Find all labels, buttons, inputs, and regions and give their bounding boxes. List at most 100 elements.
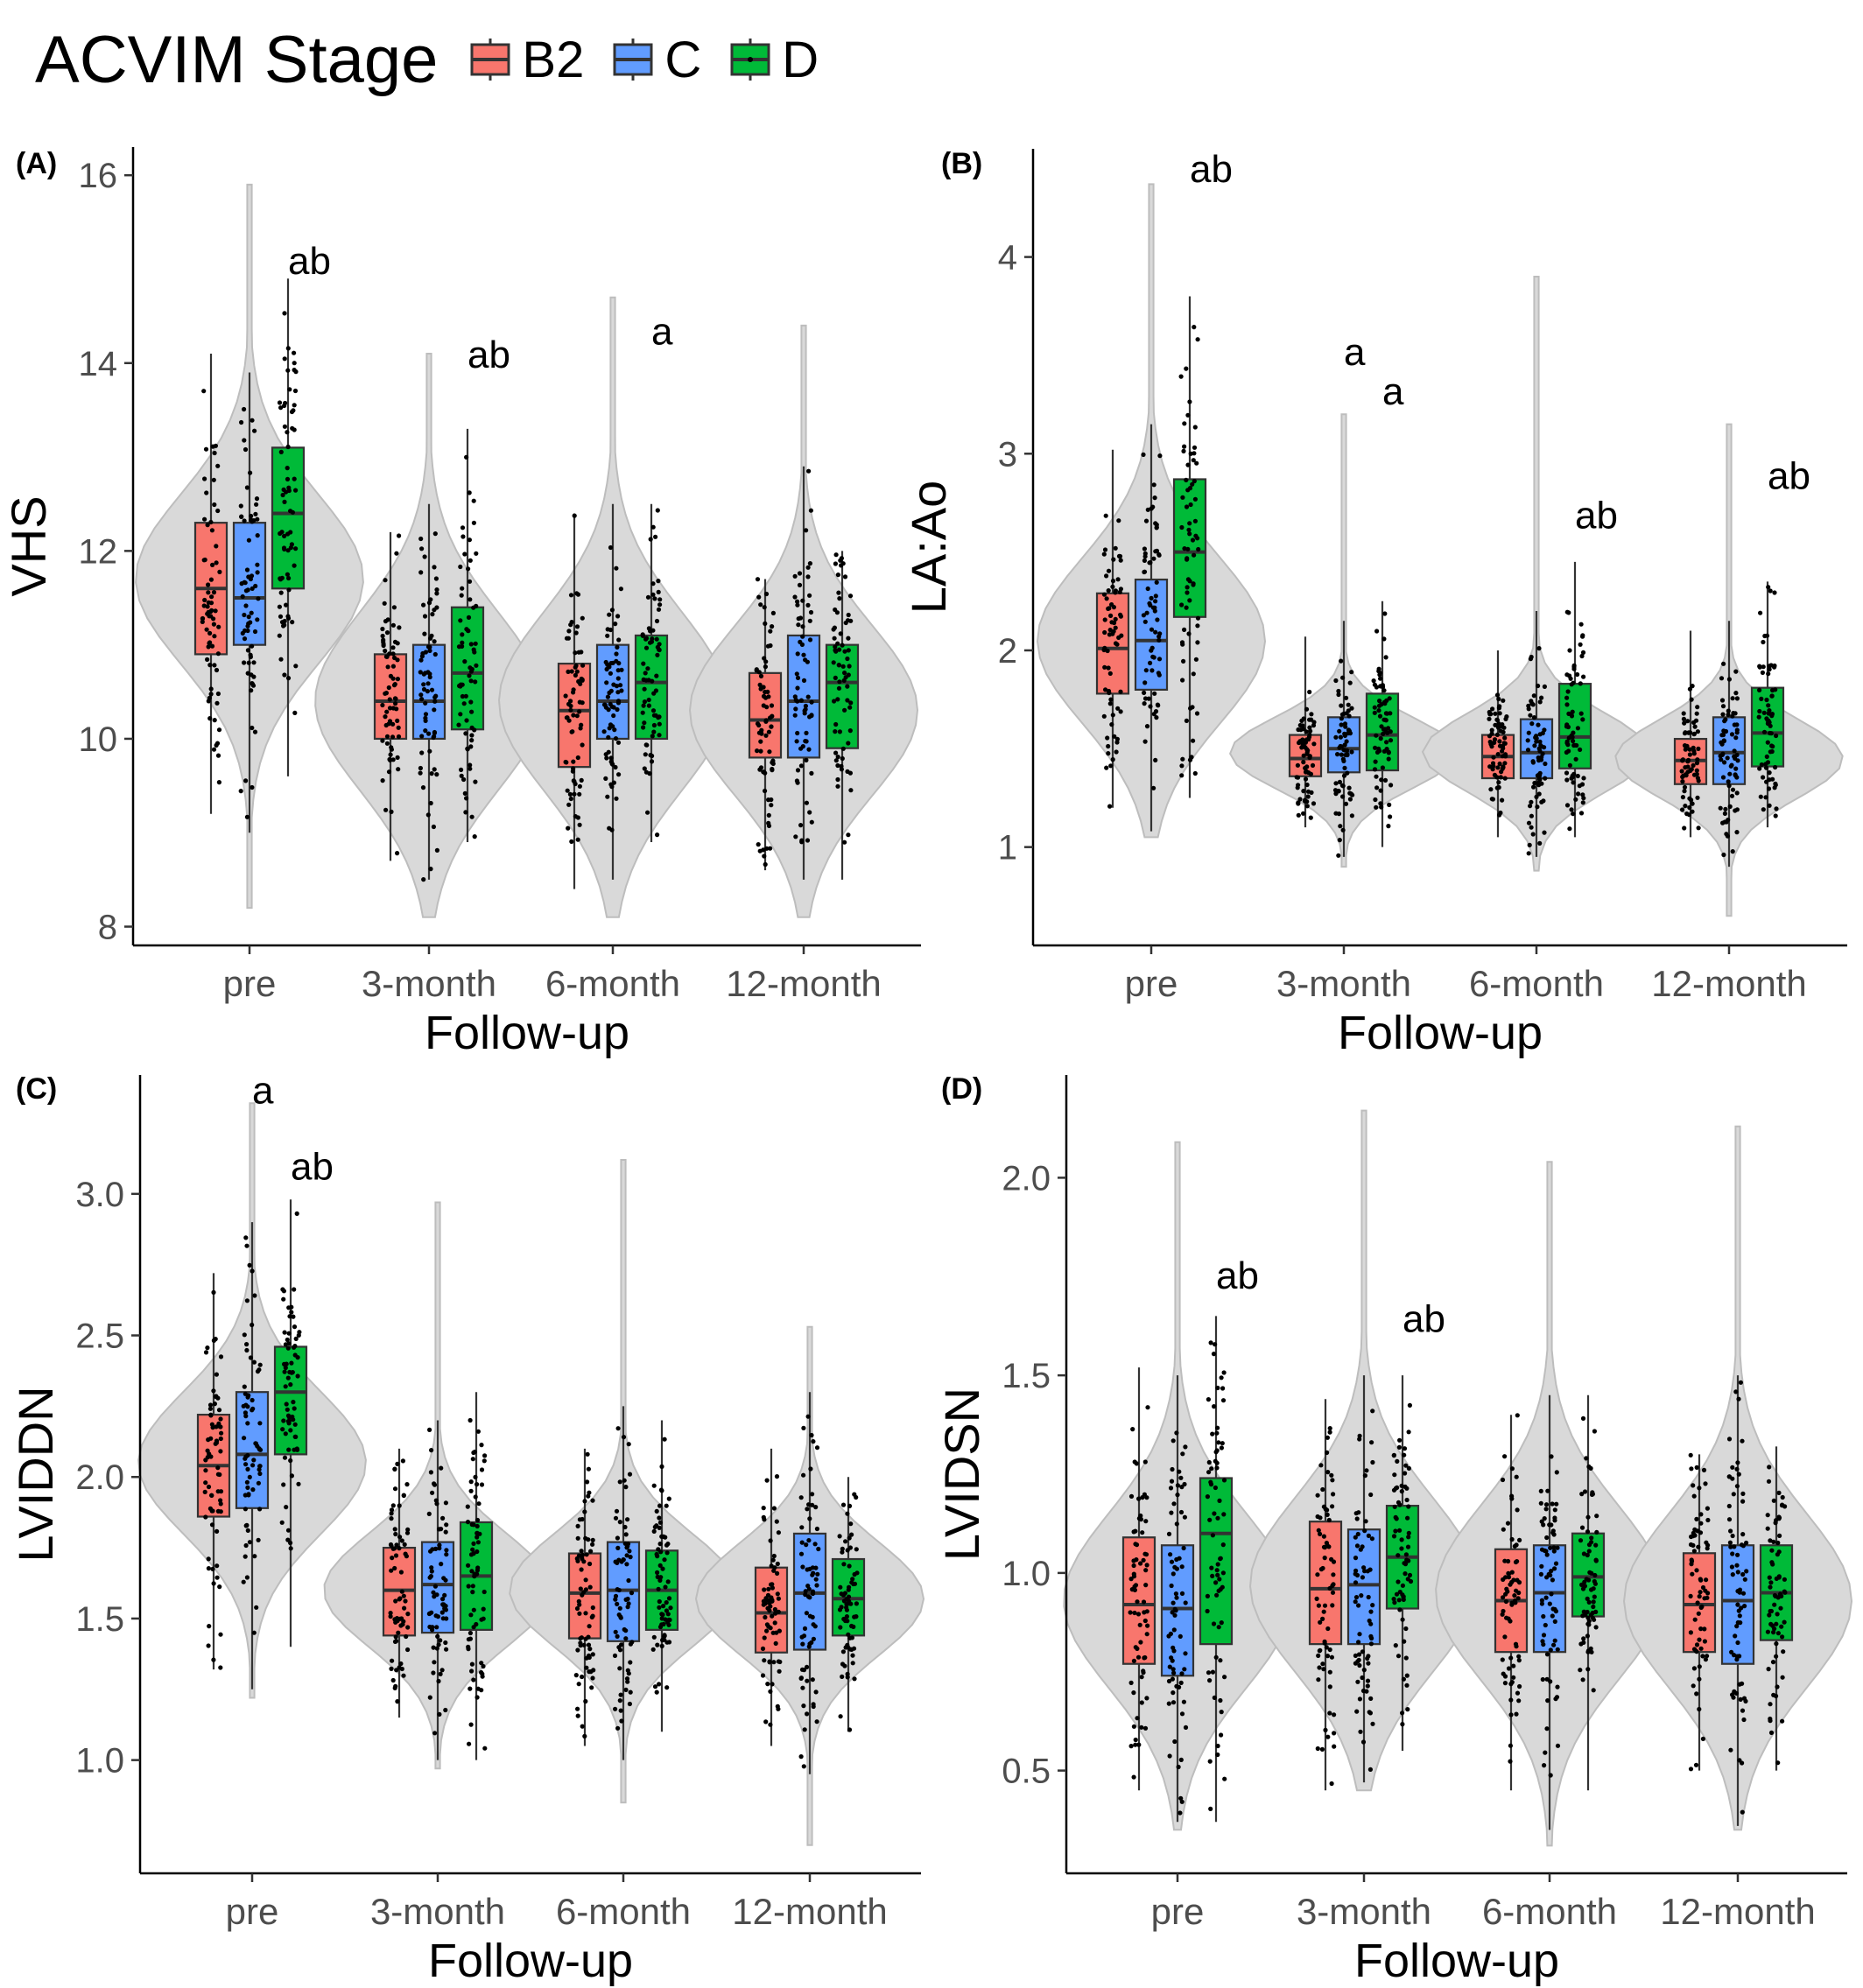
y-tick-label: 2.5 (75, 1317, 124, 1356)
box-B2-3-month (382, 1448, 417, 1718)
legend-item-b2: B2 (460, 31, 603, 89)
box-C-pre (1134, 424, 1169, 832)
box-D-pre (273, 1199, 308, 1647)
x-tick-label: pre (223, 963, 277, 1004)
x-tick-label: pre (1125, 963, 1178, 1004)
box-B2-pre (1121, 1367, 1156, 1791)
box-D-12-month (1750, 581, 1785, 828)
box-C-pre (232, 372, 267, 833)
box-C-pre (1160, 1375, 1195, 1823)
box-C-12-month (1712, 621, 1747, 868)
box-C-6-month (595, 503, 630, 880)
legend-item-c: C (603, 31, 721, 89)
box-D-pre (271, 278, 306, 776)
significance-label: a (1382, 370, 1404, 413)
x-tick-label: 3-month (1276, 963, 1411, 1004)
panel-tag: (A) (16, 147, 57, 180)
x-tick-label: 12-month (726, 963, 881, 1004)
box-B2-3-month (1308, 1399, 1343, 1791)
legend-label-c: C (664, 31, 702, 88)
significance-label: ab (288, 240, 331, 283)
x-tick-label: 6-month (545, 963, 680, 1004)
box-C-12-month (786, 466, 821, 880)
x-tick-label: 12-month (1660, 1891, 1815, 1932)
y-axis-title: LVIDDN (8, 1386, 63, 1562)
box-C-3-month (1326, 621, 1361, 858)
significance-label: ab (1403, 1297, 1445, 1340)
box-B2-6-month (567, 1448, 602, 1746)
x-tick-label: 6-month (1469, 963, 1604, 1004)
box-D-6-month (644, 1420, 679, 1732)
box-C-12-month (1720, 1375, 1755, 1826)
legend-key-d (730, 39, 770, 81)
box-C-3-month (420, 1420, 455, 1760)
legend: ACVIM Stage B2 C D (35, 16, 838, 103)
y-tick-label: 3 (998, 435, 1017, 474)
box-B2-3-month (373, 531, 408, 861)
x-tick-label: pre (226, 1891, 279, 1932)
box-D-6-month (1557, 561, 1592, 838)
y-axis-title: VHS (1, 495, 56, 596)
x-tick-label: 3-month (1297, 1891, 1431, 1932)
y-tick-label: 1.0 (75, 1742, 124, 1781)
box-D-12-month (831, 1477, 866, 1732)
box-B2-12-month (748, 577, 783, 871)
box-B2-pre (1095, 449, 1130, 809)
panel-tag: (D) (941, 1072, 982, 1106)
x-axis-title: Follow-up (428, 1935, 633, 1987)
y-tick-label: 1.5 (75, 1600, 124, 1639)
y-tick-label: 2.0 (1002, 1159, 1051, 1198)
y-tick-label: 1.5 (1002, 1357, 1051, 1395)
significance-label: a (651, 310, 673, 353)
x-tick-label: pre (1151, 1891, 1205, 1932)
y-tick-label: 14 (79, 345, 118, 383)
y-tick-label: 2.0 (75, 1458, 124, 1497)
box-C-6-month (1519, 611, 1554, 857)
box-D-pre (1199, 1316, 1234, 1823)
y-axis-title: LA:Ao (901, 481, 956, 615)
y-tick-label: 0.5 (1002, 1753, 1051, 1791)
x-tick-label: 12-month (1651, 963, 1806, 1004)
box-C-12-month (792, 1392, 827, 1774)
legend-key-b2 (470, 39, 510, 81)
box-B2-12-month (1682, 1452, 1717, 1772)
box-D-3-month (1385, 1375, 1420, 1752)
panel-2: (B) 1 2 3 4 pre 3-month 6-month 12-month Follow-u… (901, 147, 1847, 1059)
box-B2-12-month (754, 1448, 789, 1746)
significance-label: ab (468, 334, 510, 376)
x-axis-title: Follow-up (1354, 1935, 1559, 1987)
x-tick-label: 3-month (362, 963, 496, 1004)
violin-6-month (1421, 276, 1652, 872)
x-tick-label: 12-month (732, 1891, 887, 1932)
panel-1: (A) 8 10 12 14 16 pre 3-month 6-month 12-month Fol… (1, 147, 921, 1059)
box-D-3-month (1365, 601, 1400, 847)
legend-label-d: D (782, 31, 819, 88)
box-B2-6-month (1480, 650, 1515, 838)
significance-label: ab (1190, 148, 1233, 191)
box-D-pre (1172, 296, 1207, 798)
x-tick-label: 3-month (370, 1891, 505, 1932)
y-tick-label: 2 (998, 632, 1017, 671)
x-axis-title: Follow-up (1338, 1007, 1543, 1059)
significance-label: a (252, 1069, 274, 1112)
x-tick-label: 6-month (1482, 1891, 1617, 1932)
box-D-3-month (450, 428, 485, 842)
significance-label: ab (1216, 1254, 1259, 1297)
y-axis-title: LVIDSN (934, 1387, 989, 1561)
y-tick-label: 1.0 (1002, 1555, 1051, 1593)
box-D-12-month (825, 551, 860, 880)
box-D-12-month (1759, 1446, 1794, 1771)
legend-label-b2: B2 (522, 31, 585, 88)
panel-4: (D) 0.5 1.0 1.5 2.0 pre 3-month 6-month 12-month… (934, 1072, 1853, 1987)
significance-label: a (1344, 331, 1366, 374)
y-tick-label: 3.0 (75, 1176, 124, 1214)
panel-tag: (C) (16, 1072, 57, 1106)
y-tick-label: 12 (79, 532, 118, 571)
y-tick-label: 4 (998, 239, 1017, 277)
y-tick-label: 8 (98, 909, 117, 947)
significance-label: ab (1768, 455, 1810, 498)
y-tick-label: 16 (79, 157, 118, 195)
box-B2-3-month (1288, 636, 1323, 828)
box-C-3-month (1346, 1375, 1381, 1783)
x-tick-label: 6-month (556, 1891, 691, 1932)
